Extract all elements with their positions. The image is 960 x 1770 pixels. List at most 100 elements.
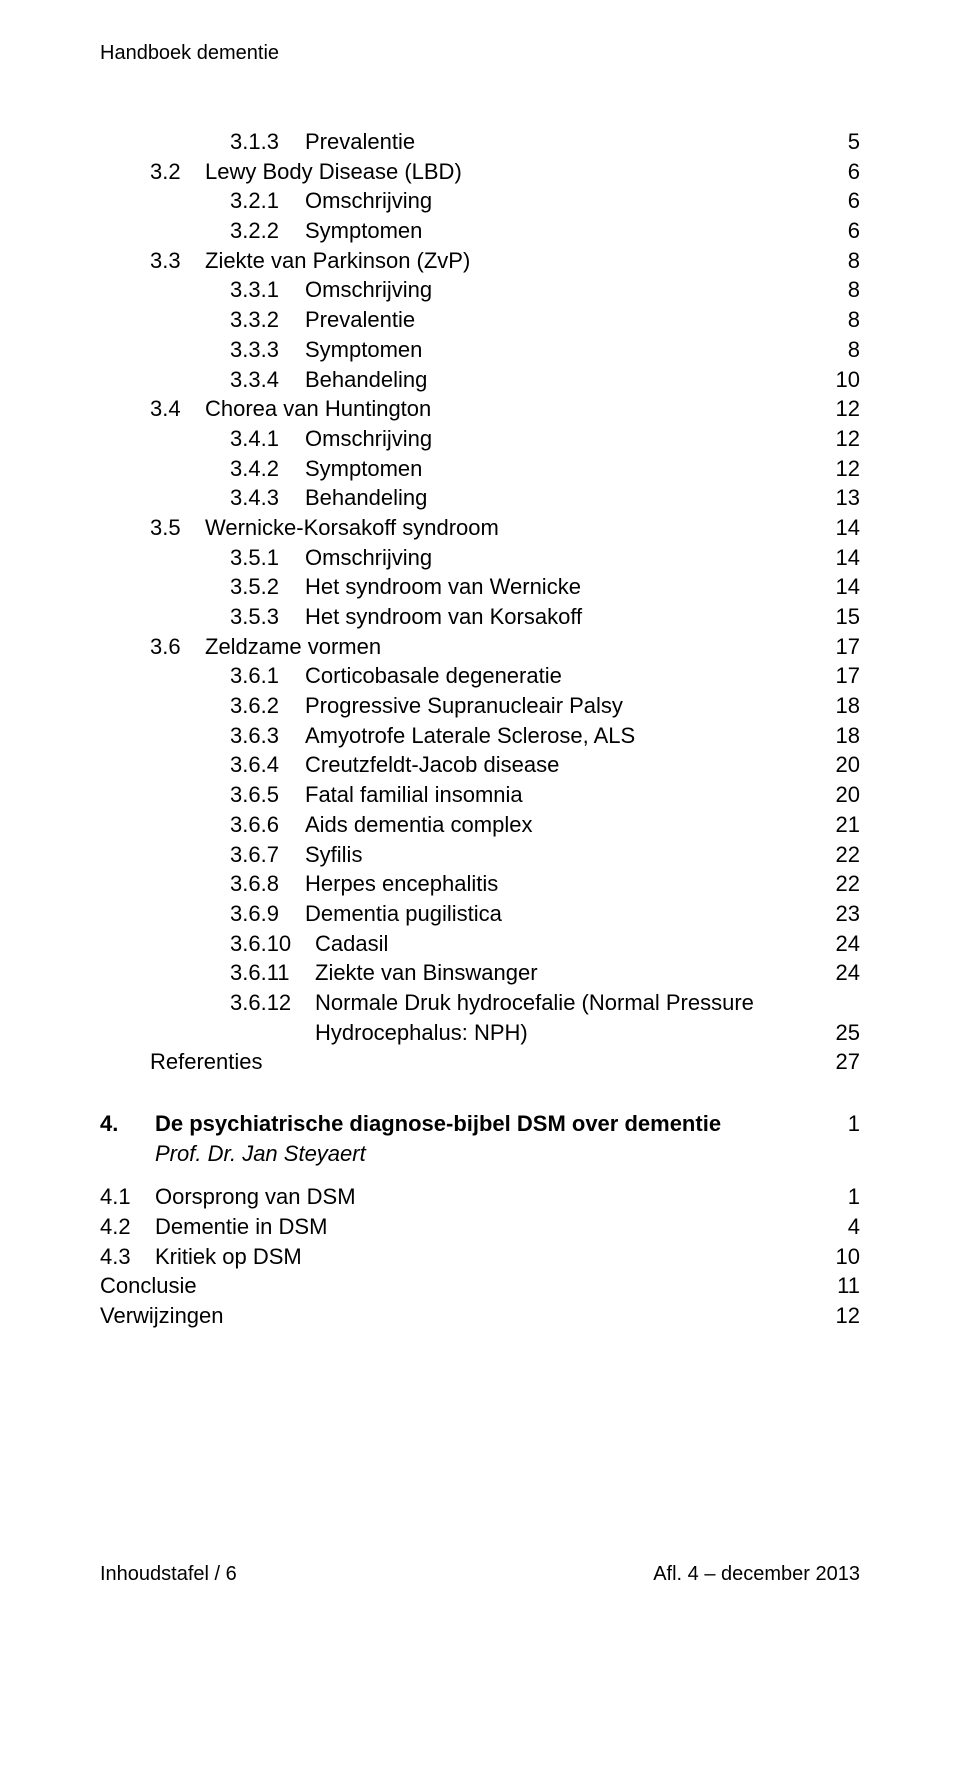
- toc-number: 3.3.2: [230, 305, 305, 335]
- toc-row: 3.5.2Het syndroom van Wernicke14: [150, 572, 860, 602]
- toc-label: Prevalentie: [305, 127, 820, 157]
- toc-page: 21: [820, 810, 860, 840]
- toc-number: 3.6.2: [230, 691, 305, 721]
- chapter-tail: Conclusie11Verwijzingen12: [100, 1271, 860, 1330]
- toc-number: 3.3.4: [230, 365, 305, 395]
- toc-row: 3.2.1Omschrijving6: [150, 186, 860, 216]
- toc-number: 3.4.2: [230, 454, 305, 484]
- toc-label: Prevalentie: [305, 305, 820, 335]
- running-head: Handboek dementie: [100, 40, 860, 67]
- toc-row: 3.6.2Progressive Supranucleair Palsy18: [150, 691, 860, 721]
- toc-label: Omschrijving: [305, 543, 820, 573]
- toc-row: 3.6.5Fatal familial insomnia20: [150, 780, 860, 810]
- page-footer: Inhoudstafel / 6 Afl. 4 – december 2013: [100, 1561, 860, 1588]
- toc-page: 17: [820, 632, 860, 662]
- toc-label: Behandeling: [305, 365, 820, 395]
- toc-label: Het syndroom van Korsakoff: [305, 602, 820, 632]
- toc-page: 8: [820, 246, 860, 276]
- toc-page: 11: [820, 1271, 860, 1301]
- toc-row: 3.3.1Omschrijving8: [150, 275, 860, 305]
- chapter-number: 4.: [100, 1109, 155, 1139]
- toc-row: 3.4Chorea van Huntington12: [150, 394, 860, 424]
- toc-page: 1: [820, 1182, 860, 1212]
- toc-number: 3.6.10: [230, 929, 315, 959]
- toc-row: 3.5.1Omschrijving14: [150, 543, 860, 573]
- toc-row: 3.3.2Prevalentie8: [150, 305, 860, 335]
- toc-page: 22: [820, 840, 860, 870]
- toc-row: 3.6.12Normale Druk hydrocefalie (Normal …: [150, 988, 860, 1018]
- toc-number: 3.6.4: [230, 750, 305, 780]
- toc-row: 3.6.3Amyotrofe Laterale Sclerose, ALS18: [150, 721, 860, 751]
- toc-page: 23: [820, 899, 860, 929]
- toc-page: 6: [820, 216, 860, 246]
- chapter-items: 4.1Oorsprong van DSM14.2Dementie in DSM4…: [100, 1182, 860, 1271]
- toc-row: 3.5Wernicke-Korsakoff syndroom14: [150, 513, 860, 543]
- toc-number: 4.2: [100, 1212, 155, 1242]
- toc-row: 3.4.2Symptomen12: [150, 454, 860, 484]
- toc-page: 6: [820, 186, 860, 216]
- toc-page: 24: [820, 929, 860, 959]
- toc-label: Behandeling: [305, 483, 820, 513]
- toc-label: Zeldzame vormen: [205, 632, 820, 662]
- toc-row: 3.6.10Cadasil24: [150, 929, 860, 959]
- toc-number: 3.4.1: [230, 424, 305, 454]
- toc-row: 3.6.11Ziekte van Binswanger24: [150, 958, 860, 988]
- toc-label: Syfilis: [305, 840, 820, 870]
- toc-page: 12: [820, 424, 860, 454]
- toc-row: 3.3.3Symptomen8: [150, 335, 860, 365]
- toc-page: 12: [820, 1301, 860, 1331]
- toc-row: Hydrocephalus: NPH)25: [150, 1018, 860, 1048]
- toc-page: 22: [820, 869, 860, 899]
- toc-label: Het syndroom van Wernicke: [305, 572, 820, 602]
- toc-number: 3.6: [150, 632, 205, 662]
- toc-number: 3.6.5: [230, 780, 305, 810]
- chapter-title: De psychiatrische diagnose-bijbel DSM ov…: [155, 1109, 820, 1139]
- toc-row: 3.6Zeldzame vormen17: [150, 632, 860, 662]
- toc-number: 3.6.1: [230, 661, 305, 691]
- toc-row: Conclusie11: [100, 1271, 860, 1301]
- toc-number: 4.3: [100, 1242, 155, 1272]
- toc-number: 3.4.3: [230, 483, 305, 513]
- toc-row: 4.3Kritiek op DSM10: [100, 1242, 860, 1272]
- toc-label: Corticobasale degeneratie: [305, 661, 820, 691]
- toc-row: 3.6.7Syfilis22: [150, 840, 860, 870]
- toc-page: 8: [820, 305, 860, 335]
- toc-label: Lewy Body Disease (LBD): [205, 157, 820, 187]
- footer-left: Inhoudstafel / 6: [100, 1561, 237, 1588]
- toc-number: 3.6.8: [230, 869, 305, 899]
- toc-label: Progressive Supranucleair Palsy: [305, 691, 820, 721]
- toc-label: Wernicke-Korsakoff syndroom: [205, 513, 820, 543]
- toc-page: 18: [820, 721, 860, 751]
- toc-label: Referenties: [150, 1047, 820, 1077]
- toc-page: 10: [820, 1242, 860, 1272]
- chapter-page: 1: [820, 1109, 860, 1139]
- toc-page: 14: [820, 572, 860, 602]
- toc-number: 3.6.9: [230, 899, 305, 929]
- toc-row: 3.6.9Dementia pugilistica23: [150, 899, 860, 929]
- toc-page: 12: [820, 454, 860, 484]
- toc-number: 3.5.3: [230, 602, 305, 632]
- toc-label: Creutzfeldt-Jacob disease: [305, 750, 820, 780]
- toc-number: 3.3.1: [230, 275, 305, 305]
- toc-row: 4.2Dementie in DSM4: [100, 1212, 860, 1242]
- toc-page: 14: [820, 513, 860, 543]
- toc-page: 5: [820, 127, 860, 157]
- toc-row: 3.1.3Prevalentie5: [150, 127, 860, 157]
- toc-page: 8: [820, 335, 860, 365]
- toc-row: 3.4.1Omschrijving12: [150, 424, 860, 454]
- toc-number: 3.6.7: [230, 840, 305, 870]
- toc-row: 3.3.4Behandeling10: [150, 365, 860, 395]
- toc-page: 14: [820, 543, 860, 573]
- toc-page: 18: [820, 691, 860, 721]
- toc-page: 12: [820, 394, 860, 424]
- toc-row: 3.6.8Herpes encephalitis22: [150, 869, 860, 899]
- toc-number: 3.5.2: [230, 572, 305, 602]
- toc-number: 3.3.3: [230, 335, 305, 365]
- toc-page: 17: [820, 661, 860, 691]
- toc-number: 3.6.6: [230, 810, 305, 840]
- toc-label: Hydrocephalus: NPH): [230, 1018, 820, 1048]
- toc-number: 3.6.11: [230, 958, 315, 988]
- toc-label: Aids dementia complex: [305, 810, 820, 840]
- toc-row: 3.3Ziekte van Parkinson (ZvP)8: [150, 246, 860, 276]
- toc-label: Ziekte van Parkinson (ZvP): [205, 246, 820, 276]
